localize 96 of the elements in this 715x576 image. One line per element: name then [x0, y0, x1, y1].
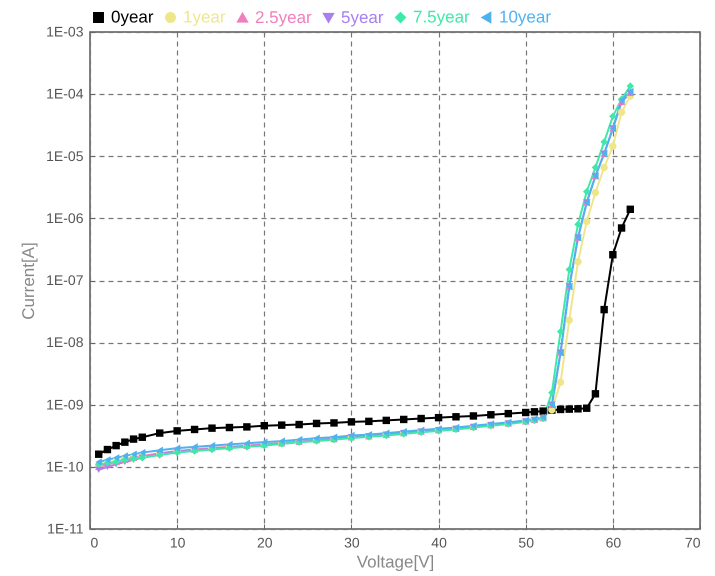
- legend-label: 2.5year: [255, 8, 312, 27]
- point: [139, 448, 146, 456]
- point: [417, 414, 425, 422]
- y-tick-label: 1E-08: [46, 334, 84, 350]
- point: [592, 164, 600, 172]
- point: [470, 412, 478, 420]
- point: [104, 446, 112, 454]
- x-tick-label: 50: [518, 534, 534, 550]
- point: [365, 418, 373, 426]
- y-tick-label: 1E-06: [46, 210, 84, 226]
- point: [548, 389, 556, 396]
- point: [261, 438, 268, 446]
- point: [556, 406, 564, 414]
- point: [226, 440, 233, 448]
- point: [173, 427, 181, 435]
- point: [208, 424, 216, 432]
- point: [600, 306, 608, 314]
- point: [104, 456, 111, 464]
- point: [312, 420, 320, 428]
- legend-label: 0year: [111, 8, 154, 27]
- legend-label: 1year: [183, 8, 226, 27]
- point: [95, 466, 102, 473]
- point: [452, 413, 460, 420]
- point: [226, 424, 234, 432]
- point: [138, 434, 146, 441]
- point: [244, 440, 250, 447]
- point: [122, 452, 128, 460]
- x-tick-label: 10: [170, 534, 186, 550]
- point: [156, 429, 164, 437]
- point: [600, 138, 608, 146]
- y-tick-label: 1E-04: [46, 86, 84, 102]
- point: [574, 405, 582, 413]
- point: [592, 390, 600, 398]
- point: [566, 405, 573, 413]
- y-tick-label: 1E-10: [46, 458, 84, 474]
- point: [260, 422, 268, 430]
- point: [156, 446, 163, 454]
- legend-label: 7.5year: [413, 8, 470, 27]
- point: [382, 416, 390, 424]
- point: [130, 435, 138, 443]
- point: [574, 220, 582, 228]
- point: [556, 328, 564, 336]
- point: [504, 410, 512, 418]
- point: [295, 420, 303, 428]
- point: [278, 437, 285, 445]
- point: [112, 442, 120, 450]
- point: [330, 419, 338, 427]
- point: [592, 188, 600, 196]
- point: [618, 224, 626, 232]
- point: [400, 416, 408, 424]
- x-tick-label: 0: [90, 534, 98, 550]
- point: [609, 251, 617, 258]
- point: [539, 407, 547, 415]
- x-tick-label: 70: [684, 534, 701, 550]
- point: [556, 378, 564, 386]
- y-tick-label: 1E-11: [47, 520, 84, 536]
- point: [574, 258, 582, 266]
- y-tick-label: 1E-05: [46, 148, 84, 164]
- point: [95, 450, 102, 458]
- point: [278, 421, 286, 429]
- legend-label: 10year: [499, 8, 552, 27]
- point: [487, 411, 495, 418]
- point: [566, 266, 573, 274]
- point: [626, 82, 634, 90]
- y-tick-label: 1E-09: [46, 396, 84, 412]
- point: [566, 316, 573, 324]
- point: [348, 418, 356, 426]
- point: [600, 164, 608, 172]
- point: [112, 454, 120, 462]
- point: [434, 414, 442, 422]
- y-tick-label: 1E-07: [46, 272, 84, 288]
- point: [530, 408, 538, 416]
- x-tick-label: 30: [344, 534, 360, 550]
- x-axis-title: Voltage[V]: [356, 552, 434, 572]
- point: [626, 206, 634, 214]
- point: [609, 142, 617, 150]
- x-tick-label: 20: [256, 534, 273, 550]
- point: [609, 112, 617, 120]
- x-tick-label: 40: [431, 534, 448, 550]
- point: [208, 442, 216, 450]
- point: [96, 458, 102, 466]
- point: [130, 450, 137, 458]
- point: [191, 443, 198, 451]
- point: [121, 438, 129, 446]
- x-tick-label: 60: [606, 534, 622, 550]
- point: [190, 426, 198, 434]
- point: [583, 404, 590, 412]
- point: [618, 108, 626, 116]
- y-axis-title: Current[A]: [19, 242, 38, 320]
- point: [583, 218, 590, 226]
- point: [243, 423, 251, 431]
- y-tick-label: 1E-03: [46, 24, 84, 40]
- point: [522, 408, 530, 416]
- point: [174, 444, 180, 452]
- legend-label: 5year: [341, 8, 384, 27]
- point: [583, 188, 590, 196]
